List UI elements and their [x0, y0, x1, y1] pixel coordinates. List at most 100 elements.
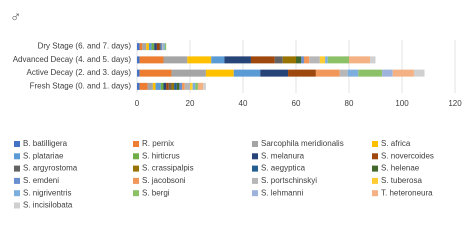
- bar-segment: [171, 69, 206, 77]
- bar-segment: [370, 56, 376, 64]
- bar-segment: [392, 69, 414, 77]
- legend-label: S. emdeni: [23, 176, 59, 185]
- x-tick-label: 60: [292, 99, 301, 108]
- page: {"chart_data": {"type": "stacked-bar-hor…: [10, 8, 463, 210]
- bar-segment: [233, 69, 261, 77]
- bar-segment: [301, 56, 304, 64]
- legend-swatch: [14, 141, 20, 147]
- legend-label: S. aegyptica: [261, 164, 306, 173]
- x-tick-label: 0: [135, 99, 140, 108]
- y-tick-label: Fresh Stage (0. and 1. days): [30, 81, 132, 90]
- legend-swatch: [14, 153, 20, 160]
- bar-segment: [163, 82, 167, 90]
- bar-segment: [171, 82, 175, 90]
- bar-segment: [327, 56, 349, 64]
- bar-segment: [205, 69, 234, 77]
- bar-segment: [319, 56, 326, 64]
- x-tick-label: 40: [239, 99, 248, 108]
- legend-swatch: [252, 141, 258, 147]
- legend-label: Sarcophila meridionalis: [261, 139, 344, 148]
- bar-segment: [139, 43, 143, 51]
- bar-segment: [163, 43, 165, 51]
- bar-segment: [160, 43, 163, 51]
- bar-segment: [142, 43, 147, 51]
- bar-segment: [339, 69, 348, 77]
- legend-swatch: [372, 141, 378, 147]
- legend-swatch: [252, 177, 258, 184]
- bar-segment: [288, 69, 316, 77]
- legend-swatch: [133, 153, 139, 160]
- legend-label: S. bergi: [142, 188, 170, 197]
- legend-swatch: [133, 177, 139, 184]
- y-tick-label: Dry Stage (6. and 7. days): [38, 42, 132, 51]
- bar-segment: [162, 43, 164, 51]
- bar-segment: [155, 82, 161, 90]
- legend-swatch: [133, 141, 139, 147]
- legend-swatch: [14, 202, 20, 209]
- bar-segment: [137, 56, 140, 64]
- legend-label: S. incisilobata: [23, 201, 73, 210]
- bar-segment: [413, 69, 425, 77]
- legend-label: S. argyrostoma: [23, 164, 78, 173]
- bar-segment: [156, 43, 160, 51]
- bar-segment: [166, 82, 169, 90]
- bar-segment: [152, 82, 156, 90]
- bar-segment: [382, 69, 393, 77]
- bar-segment: [211, 56, 225, 64]
- bar-segment: [168, 82, 172, 90]
- legend-swatch: [372, 165, 378, 172]
- bar-segment: [174, 82, 177, 90]
- bar-segment: [139, 69, 172, 77]
- bar-segment: [137, 69, 140, 77]
- legend-swatch: [133, 165, 139, 172]
- legend-swatch: [252, 165, 258, 172]
- chart-title: ♂: [10, 9, 21, 26]
- legend-label: S. platariae: [23, 151, 64, 160]
- bar-segment: [154, 43, 157, 51]
- bar-segment: [159, 43, 161, 51]
- legend-label: T. heteroneura: [381, 188, 433, 197]
- bar-segment: [303, 56, 310, 64]
- legend-label: S. portschinskyi: [261, 176, 317, 185]
- bar-segment: [148, 43, 152, 51]
- legend-label: S. jacobsoni: [142, 176, 186, 185]
- legend-label: S. lehmanni: [261, 188, 303, 197]
- x-tick-label: 100: [395, 99, 409, 108]
- legend-swatch: [252, 153, 258, 160]
- bar-segment: [147, 82, 153, 90]
- bar-segment: [315, 69, 340, 77]
- bar-segment: [179, 82, 183, 90]
- bar-segment: [224, 56, 251, 64]
- bar-segment: [137, 82, 140, 90]
- bar-segment: [250, 56, 275, 64]
- bar-segment: [274, 56, 283, 64]
- bar-segment: [182, 82, 185, 90]
- legend-label: S. tuberosa: [381, 176, 422, 185]
- bar-segment: [192, 82, 196, 90]
- legend-swatch: [372, 177, 378, 184]
- bar-segment: [139, 82, 148, 90]
- legend-label: S. melanura: [261, 151, 305, 160]
- legend-label: R. pernix: [142, 139, 174, 148]
- bar-segment: [139, 56, 164, 64]
- legend-label: S. nigriventris: [23, 188, 71, 197]
- bar-segment: [325, 56, 328, 64]
- bar-segment: [260, 69, 289, 77]
- bar-segment: [137, 43, 140, 51]
- legend-label: S. helenae: [381, 164, 420, 173]
- chart: ♂ 0 20 40 60 80 100 120 Dry Stage (6. and 7. da…: [10, 9, 462, 210]
- bar-segment: [160, 82, 164, 90]
- x-tick-label: 120: [448, 99, 462, 108]
- legend-swatch: [372, 190, 378, 197]
- legend-label: S. novercoides: [381, 151, 434, 160]
- y-tick-label: Advanced Decay (4. and 5. days): [13, 55, 132, 64]
- legend-swatch: [14, 177, 20, 184]
- bar-segment: [282, 56, 296, 64]
- bar-segment: [195, 82, 198, 90]
- legend-swatch: [372, 153, 378, 160]
- bar-segment: [187, 56, 212, 64]
- bar-segment: [163, 56, 188, 64]
- legend-swatch: [14, 190, 20, 197]
- bar-segment: [190, 82, 193, 90]
- legend-swatch: [133, 190, 139, 197]
